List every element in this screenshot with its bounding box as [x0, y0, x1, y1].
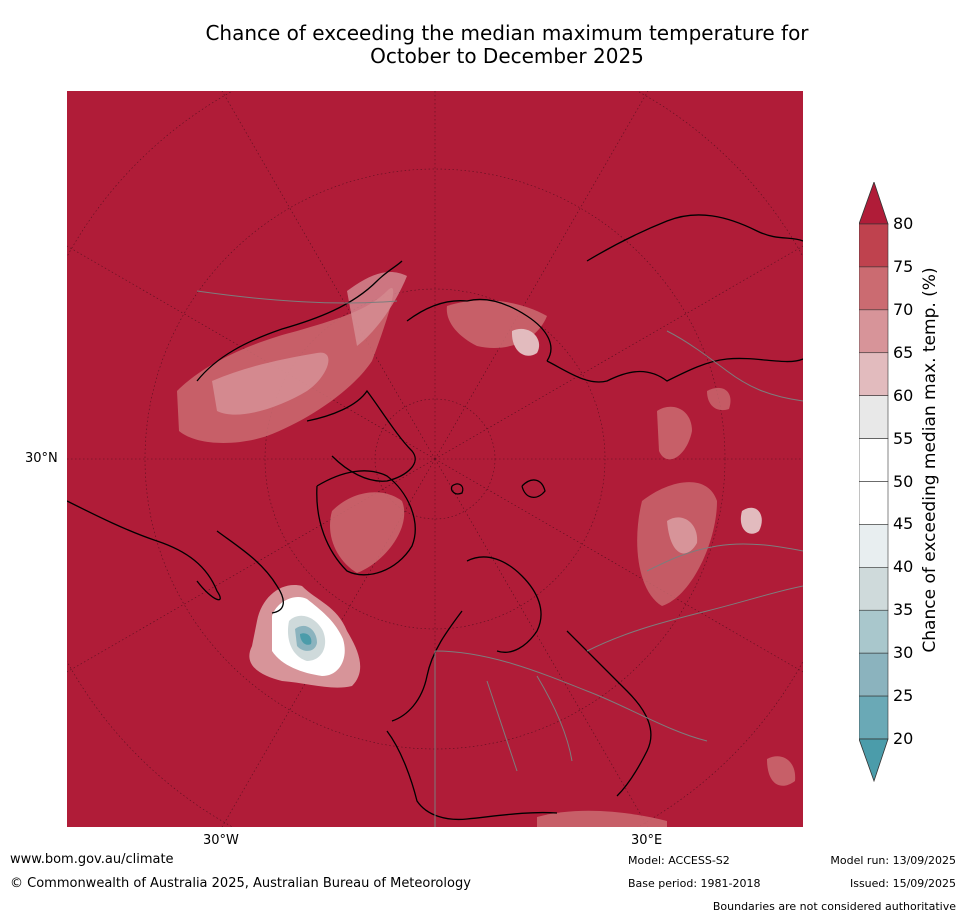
coast-east-asia — [586, 214, 803, 262]
patch-siberia-small — [707, 387, 731, 411]
coast-labrador — [216, 530, 284, 614]
colorbar-segment — [859, 695, 889, 740]
colorbar-segments — [859, 223, 889, 740]
coast-franz-josef — [450, 483, 464, 495]
colorbar-bottom-arrow — [859, 738, 889, 782]
footer-disclaimer: Boundaries are not considered authoritat… — [712, 900, 956, 913]
patch-bering — [347, 271, 407, 346]
colorbar — [859, 182, 889, 782]
border-us-canada — [196, 290, 398, 304]
colorbar-segment — [859, 567, 889, 611]
border-mongolia — [646, 543, 803, 572]
lon-label-30e: 30°E — [631, 833, 663, 848]
footer-base-period: Base period: 1981-2018 — [628, 877, 761, 890]
coast-chukotka — [406, 298, 552, 362]
colorbar-segment — [859, 609, 889, 654]
footer-model-run: Model run: 13/09/2025 — [830, 854, 956, 867]
colorbar-tick-label: 20 — [893, 729, 914, 748]
coast-siberia — [546, 357, 803, 383]
colorbar-tick-label: 80 — [893, 214, 914, 233]
patch-alaska-inner — [212, 352, 329, 415]
coast-scandinavia — [466, 556, 542, 653]
patch-south-east — [767, 756, 796, 786]
atlantic-core — [300, 633, 312, 645]
map-canvas — [67, 91, 803, 827]
colorbar-label: Chance of exceeding median max. temp. (%… — [920, 267, 940, 653]
patch-greenland — [329, 492, 405, 573]
colorbar-segment — [859, 524, 889, 568]
coast-iberia-med — [386, 730, 558, 821]
footer-issued: Issued: 15/09/2025 — [849, 877, 956, 890]
coast-british-isles — [391, 610, 463, 722]
patch-chukotka-light — [511, 328, 540, 356]
patch-central-asia-inner — [667, 517, 698, 554]
colorbar-segment — [859, 438, 889, 482]
probability-map — [67, 91, 803, 827]
colorbar-segment — [859, 309, 889, 354]
patch-east-asia-light — [740, 507, 762, 534]
coast-north-america-west — [67, 500, 221, 601]
colorbar-top-arrow — [859, 182, 889, 225]
coast-black-sea — [566, 630, 652, 797]
colorbar-tick-label: 25 — [893, 686, 914, 706]
colorbar-segment — [859, 652, 889, 697]
country-borders — [196, 290, 803, 827]
colorbar-tick-label: 50 — [893, 471, 914, 491]
colorbar-segment — [859, 395, 889, 439]
colorbar-tick-label: 70 — [893, 299, 914, 319]
coast-canada-arctic — [306, 389, 416, 482]
map-title: Chance of exceeding the median maximum t… — [0, 22, 965, 68]
footer-website[interactable]: www.bom.gov.au/climate — [10, 852, 174, 867]
coast-alaska — [196, 260, 403, 382]
border-eastern-europe — [536, 675, 573, 762]
colorbar-segment — [859, 481, 889, 525]
footer-model: Model: ACCESS-S2 — [628, 854, 730, 867]
lat-label-30n: 30°N — [25, 451, 58, 466]
colorbar-tick-label: 75 — [893, 256, 914, 276]
title-line-2: October to December 2025 — [370, 44, 644, 68]
lon-label-30w: 30°W — [203, 833, 239, 848]
colorbar-segment — [859, 266, 889, 311]
coast-svalbard — [521, 479, 546, 498]
colorbar-tick-label: 60 — [893, 385, 914, 405]
colorbar-tick-label: 65 — [893, 342, 914, 362]
colorbar-tick-label: 45 — [893, 514, 914, 534]
footer-copyright: © Commonwealth of Australia 2025, Austra… — [10, 876, 471, 891]
colorbar-tick-label: 55 — [893, 428, 914, 448]
patch-africa-north — [537, 810, 667, 827]
colorbar-tick-label: 35 — [893, 600, 914, 620]
patch-siberia-north — [657, 406, 692, 460]
colorbar-segment — [859, 352, 889, 396]
border-china — [666, 330, 803, 402]
title-line-1: Chance of exceeding the median maximum t… — [205, 21, 809, 45]
colorbar-tick-label: 40 — [893, 557, 914, 577]
border-europe — [434, 650, 708, 742]
coast-greenland — [316, 470, 416, 576]
border-central-europe — [486, 680, 518, 772]
colorbar-segment — [859, 223, 889, 268]
atlantic-anomaly — [249, 585, 361, 688]
colorbar-tick-label: 30 — [893, 643, 914, 663]
border-russia-kazakh — [586, 585, 803, 652]
coastlines — [67, 214, 803, 821]
